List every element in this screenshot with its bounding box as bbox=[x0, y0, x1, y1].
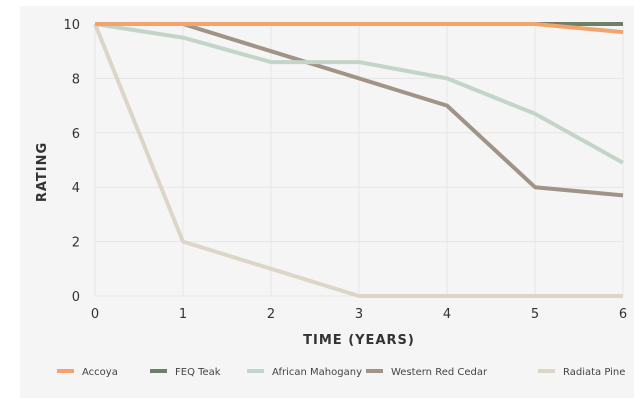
y-axis-title: RATING bbox=[35, 142, 50, 202]
x-tick-label: 6 bbox=[619, 307, 627, 322]
x-axis-ticks: 0 1 2 3 4 5 6 bbox=[91, 307, 627, 322]
x-tick-label: 3 bbox=[355, 307, 363, 322]
y-tick-label: 6 bbox=[72, 127, 80, 142]
y-axis-ticks: 0 2 4 6 8 10 bbox=[63, 18, 80, 305]
x-tick-label: 2 bbox=[267, 307, 275, 322]
legend-label-western-red-cedar: Western Red Cedar bbox=[391, 367, 488, 378]
x-tick-label: 4 bbox=[443, 307, 451, 322]
legend-label-radiata-pine: Radiata Pine bbox=[563, 367, 625, 378]
y-tick-label: 8 bbox=[72, 72, 80, 87]
chart-panel bbox=[20, 6, 634, 398]
y-tick-label: 4 bbox=[72, 181, 80, 196]
grid bbox=[94, 23, 624, 297]
series-line-accoya bbox=[95, 22, 624, 35]
legend-label-accoya: Accoya bbox=[82, 367, 118, 378]
series-lines bbox=[93, 22, 624, 298]
y-tick-label: 0 bbox=[72, 290, 80, 305]
legend: Accoya FEQ Teak African Mahogany Western Re… bbox=[57, 367, 625, 378]
legend-label-african-mahogany: African Mahogany bbox=[272, 367, 362, 378]
series-line-radiata-pine bbox=[93, 23, 623, 298]
legend-label-feq-teak: FEQ Teak bbox=[175, 367, 221, 378]
y-tick-label: 10 bbox=[63, 18, 80, 33]
x-axis-title: TIME (YEARS) bbox=[303, 333, 415, 348]
y-tick-label: 2 bbox=[72, 236, 80, 251]
x-tick-label: 0 bbox=[91, 307, 99, 322]
x-tick-label: 1 bbox=[179, 307, 187, 322]
x-tick-label: 5 bbox=[531, 307, 539, 322]
series-line-african-mahogany bbox=[94, 22, 624, 165]
